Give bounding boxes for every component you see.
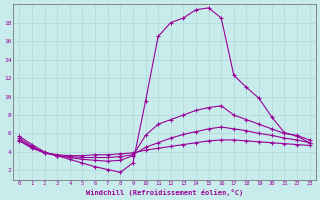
X-axis label: Windchill (Refroidissement éolien,°C): Windchill (Refroidissement éolien,°C) <box>86 189 243 196</box>
